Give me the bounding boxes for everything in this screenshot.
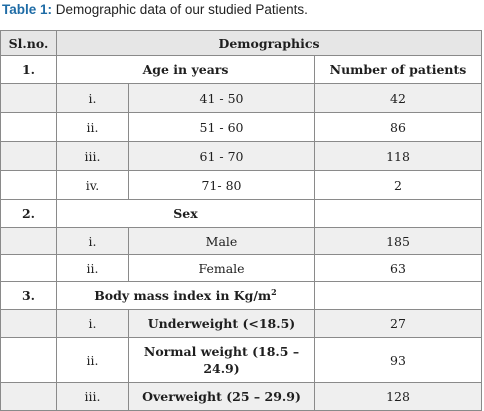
row-index: i. xyxy=(56,309,129,338)
row-index: iii. xyxy=(56,141,129,171)
row-label: Underweight (<18.5) xyxy=(128,309,315,338)
empty-cell xyxy=(0,309,57,338)
table-header-row: Sl.no. Demographics xyxy=(0,30,482,56)
row-index: iv. xyxy=(56,170,129,200)
section-row-sex: 2. Sex xyxy=(0,199,482,228)
row-index: ii. xyxy=(56,254,129,282)
table-row: iii. 61 - 70 118 xyxy=(0,141,482,171)
section-row-bmi: 3. Body mass index in Kg/m2 xyxy=(0,281,482,310)
table-row: iii. Overweight (25 – 29.9) 128 xyxy=(0,382,482,411)
row-index: ii. xyxy=(56,337,129,383)
section-number: 1. xyxy=(0,55,57,84)
row-label: 41 - 50 xyxy=(128,83,315,113)
section-number: 2. xyxy=(0,199,57,228)
row-value: 86 xyxy=(314,112,482,142)
table-row: i. Male 185 xyxy=(0,227,482,255)
table-row: iv. 71- 80 2 xyxy=(0,170,482,200)
table-row: i. 41 - 50 42 xyxy=(0,83,482,113)
row-label: 51 - 60 xyxy=(128,112,315,142)
section-title: Body mass index in Kg/m2 xyxy=(56,281,315,310)
section-title: Age in years xyxy=(56,55,315,84)
empty-cell xyxy=(0,141,57,171)
row-label: Female xyxy=(128,254,315,282)
table-row: ii. Female 63 xyxy=(0,254,482,282)
row-value: 118 xyxy=(314,141,482,171)
row-value: 27 xyxy=(314,309,482,338)
row-label: Overweight (25 – 29.9) xyxy=(128,382,315,411)
table-caption-text: Demographic data of our studied Patients… xyxy=(52,2,308,17)
section-title: Sex xyxy=(56,199,315,228)
row-label: 71- 80 xyxy=(128,170,315,200)
row-value: 128 xyxy=(314,382,482,411)
row-label: 61 - 70 xyxy=(128,141,315,171)
section-title-superscript: 2 xyxy=(271,286,277,297)
empty-cell xyxy=(314,281,482,310)
empty-cell xyxy=(0,112,57,142)
empty-cell xyxy=(0,83,57,113)
empty-cell xyxy=(0,337,57,383)
empty-cell xyxy=(0,170,57,200)
section-title-text: Body mass index in Kg/m xyxy=(94,288,272,303)
section-number: 3. xyxy=(0,281,57,310)
row-value: 2 xyxy=(314,170,482,200)
row-label: Male xyxy=(128,227,315,255)
table-caption: Table 1: Demographic data of our studied… xyxy=(2,2,308,18)
row-label: Normal weight (18.5 – 24.9) xyxy=(128,337,315,383)
empty-cell xyxy=(314,199,482,228)
table-row: ii. 51 - 60 86 xyxy=(0,112,482,142)
row-index: i. xyxy=(56,227,129,255)
section-row-age: 1. Age in years Number of patients xyxy=(0,55,482,84)
demographics-table: Sl.no. Demographics 1. Age in years Numb… xyxy=(0,30,482,411)
empty-cell xyxy=(0,227,57,255)
row-value: 63 xyxy=(314,254,482,282)
row-value: 42 xyxy=(314,83,482,113)
table-caption-label: Table 1: xyxy=(2,2,53,17)
empty-cell xyxy=(0,254,57,282)
table-row: ii. Normal weight (18.5 – 24.9) 93 xyxy=(0,337,482,383)
row-index: iii. xyxy=(56,382,129,411)
row-value: 185 xyxy=(314,227,482,255)
row-index: i. xyxy=(56,83,129,113)
row-value: 93 xyxy=(314,337,482,383)
row-index: ii. xyxy=(56,112,129,142)
header-demographics: Demographics xyxy=(56,30,482,56)
empty-cell xyxy=(0,382,57,411)
table-row: i. Underweight (<18.5) 27 xyxy=(0,309,482,338)
header-slno: Sl.no. xyxy=(0,30,57,56)
value-header: Number of patients xyxy=(314,55,482,84)
